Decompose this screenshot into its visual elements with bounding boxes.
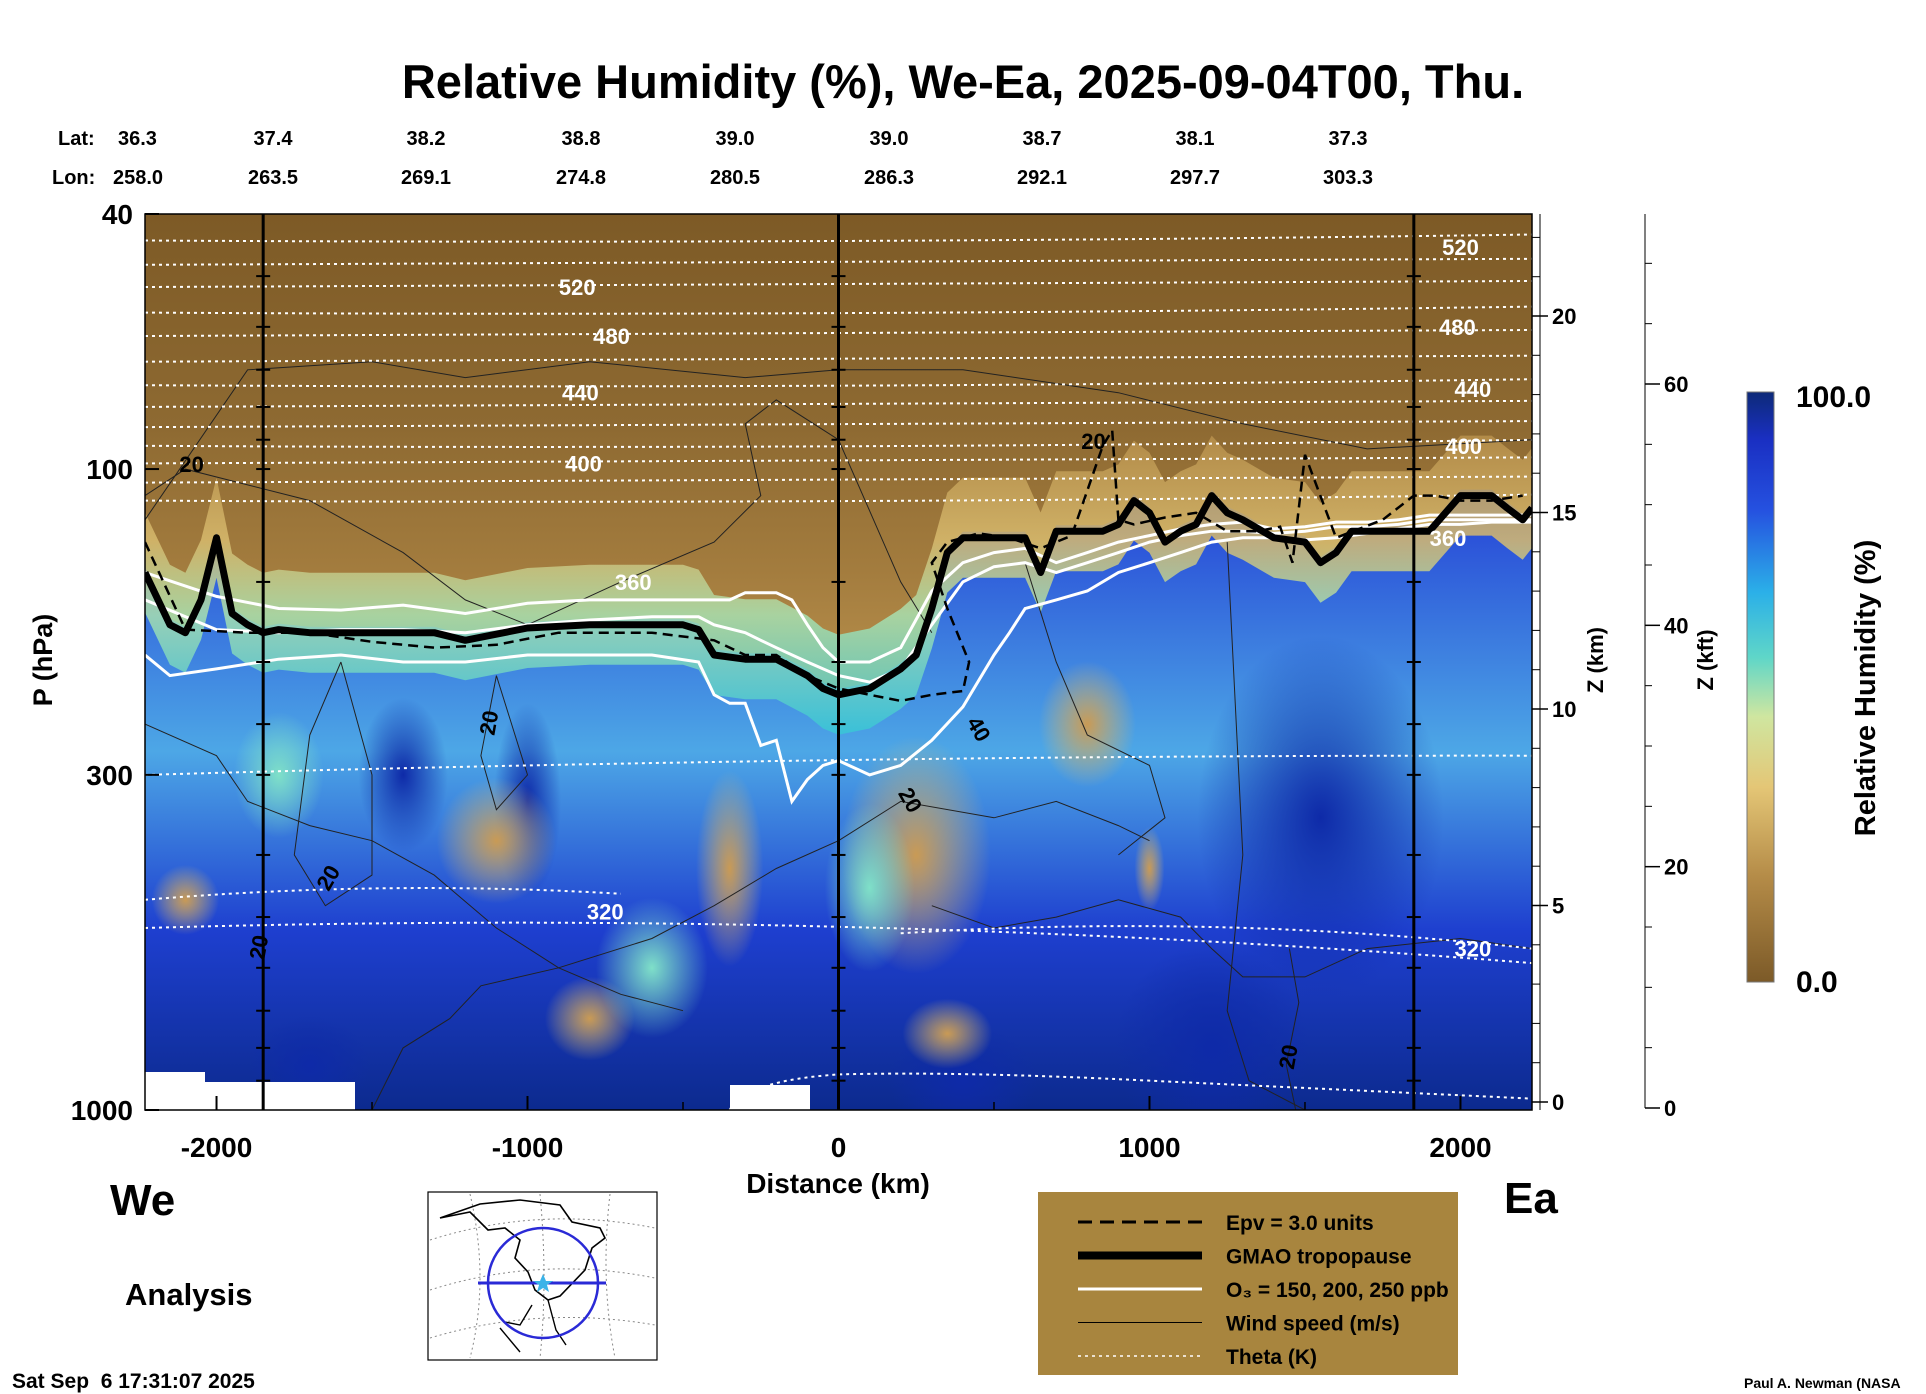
z-km-axis-label: Z (km) xyxy=(1583,627,1608,693)
wind-contour-label: 20 xyxy=(1081,429,1105,454)
y-tick-label: 1000 xyxy=(71,1095,133,1126)
author-credit: Paul A. Newman (NASA xyxy=(1744,1375,1901,1391)
colorbar-label: Relative Humidity (%) xyxy=(1850,540,1882,837)
y-tick-label: 100 xyxy=(86,454,133,485)
theta-line xyxy=(145,887,621,901)
z-km-tick-label: 10 xyxy=(1552,697,1576,722)
wind-speed-contour xyxy=(480,675,529,811)
series-gmao-tropopause xyxy=(145,492,1532,699)
z-km-tick-label: 0 xyxy=(1552,1090,1564,1115)
wind-speed-contour xyxy=(293,661,373,907)
theta-contour-label: 480 xyxy=(593,324,630,349)
wind-contour-label: 20 xyxy=(179,452,203,477)
timestamp: Sat Sep 6 17:31:07 2025 xyxy=(12,1370,255,1393)
lat-label: Lat: xyxy=(58,128,95,150)
legend-entry: Wind speed (m/s) xyxy=(1226,1313,1400,1336)
x-tick-label: 0 xyxy=(831,1132,847,1163)
theta-contour-label: 320 xyxy=(1455,937,1492,962)
lat-value: 39.0 xyxy=(716,128,755,150)
x-tick-label: 1000 xyxy=(1118,1132,1180,1163)
colorbar-max-label: 100.0 xyxy=(1796,381,1871,414)
coastline-icon xyxy=(439,1199,607,1301)
z-kft-tick-label: 20 xyxy=(1664,855,1688,880)
theta-line xyxy=(728,1072,1532,1110)
colorbar-min-label: 0.0 xyxy=(1796,966,1838,999)
theta-contour-label: 440 xyxy=(562,381,599,406)
wind-contour-label: 20 xyxy=(244,933,273,961)
legend-entry: O₃ = 150, 200, 250 ppb xyxy=(1226,1279,1449,1302)
theta-contour-label: 360 xyxy=(615,570,652,595)
x-tick-label: 2000 xyxy=(1429,1132,1491,1163)
latlon-header: Lat: Lon: 36.3 37.4 38.2 38.8 39.0 39.0 38.7 38… xyxy=(52,128,1373,189)
legend: Epv = 3.0 units GMAO tropopause O₃ = 150, … xyxy=(1038,1192,1458,1375)
chart-title: Relative Humidity (%), We-Ea, 2025-09-04… xyxy=(402,55,1524,108)
lat-value: 38.2 xyxy=(407,128,446,150)
z-km-tick-label: 5 xyxy=(1552,894,1564,919)
lon-value: 258.0 xyxy=(113,167,163,189)
y-axis-label: P (hPa) xyxy=(28,614,58,707)
lat-value: 36.3 xyxy=(118,128,157,150)
east-label: Ea xyxy=(1504,1174,1558,1223)
z-kft-tick-label: 40 xyxy=(1664,613,1688,638)
wind-speed-contour xyxy=(1285,948,1300,1110)
wind-speed-contour xyxy=(145,399,933,633)
lat-value: 39.0 xyxy=(870,128,909,150)
x-tick-label: -2000 xyxy=(181,1132,253,1163)
x-tick-label: -1000 xyxy=(492,1132,564,1163)
wind-contour-label: 20 xyxy=(1274,1043,1303,1071)
theta-contour-label: 320 xyxy=(587,899,624,924)
lat-value: 37.4 xyxy=(254,128,294,150)
legend-entry: Epv = 3.0 units xyxy=(1226,1212,1374,1235)
theta-contour-label: 480 xyxy=(1439,315,1476,340)
y-tick-label: 300 xyxy=(86,760,133,791)
lat-value: 38.7 xyxy=(1023,128,1062,150)
x-axis-label: Distance (km) xyxy=(746,1168,930,1199)
lon-value: 263.5 xyxy=(248,167,298,189)
colorbar-ramp xyxy=(1746,391,1775,983)
legend-entry: Theta (K) xyxy=(1226,1346,1317,1369)
theta-contour-label: 520 xyxy=(559,275,596,300)
lon-value: 297.7 xyxy=(1170,167,1220,189)
theta-contour-label: 400 xyxy=(1445,434,1482,459)
colorbar: 100.0 0.0 Relative Humidity (%) xyxy=(1746,381,1882,999)
wind-speed-contour xyxy=(1226,542,1306,1110)
z-km-tick-label: 20 xyxy=(1552,304,1576,329)
theta-contour-label: 400 xyxy=(565,451,602,476)
lon-value: 303.3 xyxy=(1323,167,1373,189)
wind-speed-contour xyxy=(1024,562,1166,856)
lon-value: 286.3 xyxy=(864,167,914,189)
wind-contour-label: 20 xyxy=(475,709,504,737)
lon-value: 274.8 xyxy=(556,167,606,189)
lon-value: 269.1 xyxy=(401,167,451,189)
wind-speed-contour xyxy=(371,800,1150,1110)
lat-value: 37.3 xyxy=(1329,128,1368,150)
y-tick-label: 40 xyxy=(102,199,133,230)
wind-speed-contour xyxy=(145,723,684,1012)
series-epv-3-0-units xyxy=(145,426,1523,703)
theta-line xyxy=(900,925,1532,950)
legend-entry: GMAO tropopause xyxy=(1226,1246,1412,1269)
theta-contour-label: 440 xyxy=(1455,377,1492,402)
z-kft-tick-label: 0 xyxy=(1664,1096,1676,1121)
theta-contour-label: 520 xyxy=(1442,235,1479,260)
lon-value: 280.5 xyxy=(710,167,760,189)
analysis-label: Analysis xyxy=(125,1277,253,1312)
lon-value: 292.1 xyxy=(1017,167,1067,189)
z-kft-axis-label: Z (kft) xyxy=(1693,629,1718,690)
wind-speed-contour xyxy=(145,361,1532,521)
z-km-tick-label: 15 xyxy=(1552,501,1576,526)
theta-contour-label: 360 xyxy=(1430,526,1467,551)
series-o3-150-ppb xyxy=(145,513,1532,664)
lat-value: 38.8 xyxy=(562,128,601,150)
west-label: We xyxy=(110,1176,175,1225)
z-kft-tick-label: 60 xyxy=(1664,372,1688,397)
inset-map xyxy=(427,1191,658,1361)
lon-label: Lon: xyxy=(52,167,95,189)
lat-value: 38.1 xyxy=(1176,128,1215,150)
center-star-icon xyxy=(533,1274,553,1292)
wind-speed-contour xyxy=(931,899,1532,978)
